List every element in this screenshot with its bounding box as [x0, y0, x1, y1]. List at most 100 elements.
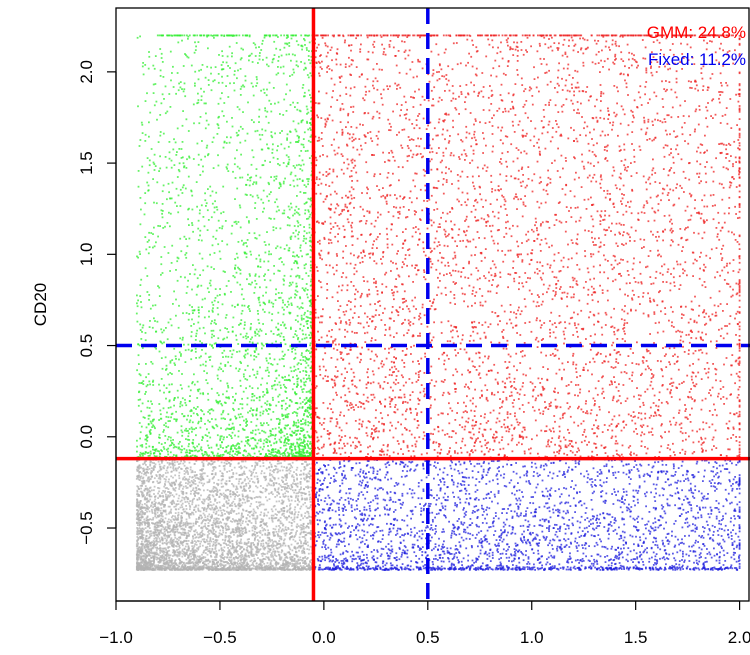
data-point [168, 399, 171, 402]
data-point [269, 478, 272, 480]
data-point [183, 461, 186, 463]
data-point [206, 435, 209, 437]
data-point [284, 424, 287, 427]
data-point [286, 510, 288, 513]
data-point [153, 493, 155, 495]
data-point [228, 499, 230, 502]
data-point [257, 550, 259, 553]
data-point [291, 412, 294, 414]
data-point [274, 561, 277, 564]
data-point [201, 501, 203, 503]
data-point [225, 355, 227, 358]
data-point [141, 503, 144, 506]
data-point [207, 565, 210, 568]
data-point [224, 525, 227, 528]
data-point [300, 513, 303, 516]
data-point [290, 512, 293, 515]
data-point [176, 523, 178, 526]
data-point [238, 474, 241, 476]
data-point [180, 522, 182, 525]
data-point [235, 485, 238, 488]
data-point [153, 528, 156, 531]
data-point [154, 553, 157, 556]
data-point [146, 497, 148, 500]
data-point [252, 490, 255, 493]
data-point [276, 471, 279, 474]
data-point [263, 512, 266, 515]
data-point [145, 531, 148, 534]
data-point [139, 329, 142, 331]
data-point [146, 525, 149, 528]
data-point [201, 516, 203, 519]
data-point [303, 468, 306, 471]
data-point [239, 568, 242, 571]
data-point [143, 471, 146, 474]
data-point [255, 553, 257, 556]
data-point [157, 141, 160, 143]
data-point [187, 498, 190, 500]
data-point [296, 566, 299, 569]
data-point [146, 439, 149, 442]
data-point [194, 567, 197, 569]
data-point [308, 390, 311, 392]
data-point [155, 526, 158, 529]
data-point [203, 506, 206, 509]
data-point [176, 549, 178, 551]
data-point [300, 61, 302, 63]
data-point [152, 551, 154, 554]
data-point [236, 565, 238, 568]
data-point [306, 474, 308, 477]
data-point [240, 538, 242, 541]
data-point [220, 563, 223, 566]
data-point [209, 538, 212, 540]
data-point [306, 558, 308, 560]
data-point [304, 555, 307, 558]
data-point [194, 41, 196, 44]
data-point [206, 567, 208, 569]
data-point [203, 566, 205, 569]
data-point [145, 363, 147, 365]
data-point [307, 511, 310, 513]
data-point [182, 477, 185, 480]
data-point [277, 322, 280, 325]
data-point [189, 484, 191, 487]
data-point [227, 331, 230, 333]
data-point [255, 257, 258, 260]
data-point [151, 461, 154, 464]
data-point [273, 265, 275, 267]
data-point [208, 567, 211, 569]
data-point [215, 517, 218, 520]
data-point [151, 512, 154, 514]
data-point [153, 477, 156, 480]
data-point [226, 552, 229, 555]
data-point [259, 564, 262, 567]
data-point [233, 567, 236, 569]
data-point [195, 489, 198, 492]
data-point [136, 560, 139, 562]
data-point [157, 568, 159, 571]
data-point [163, 528, 166, 531]
data-point [277, 60, 280, 62]
data-point [189, 468, 192, 471]
data-point [172, 467, 175, 470]
data-point [243, 554, 246, 557]
data-point [169, 212, 172, 215]
data-point [307, 197, 310, 200]
data-point [246, 497, 249, 500]
data-point [161, 551, 164, 553]
data-point [147, 455, 150, 457]
data-point [169, 542, 172, 545]
data-point [207, 499, 210, 501]
data-point [243, 562, 245, 564]
data-point [141, 516, 144, 518]
data-point [249, 545, 251, 548]
data-point [217, 459, 219, 462]
data-point [299, 397, 301, 400]
data-point [168, 462, 171, 464]
data-point [148, 554, 150, 557]
data-point [146, 529, 149, 532]
data-point [166, 550, 169, 553]
data-point [148, 430, 151, 433]
data-point [270, 492, 272, 494]
data-point [283, 532, 286, 535]
